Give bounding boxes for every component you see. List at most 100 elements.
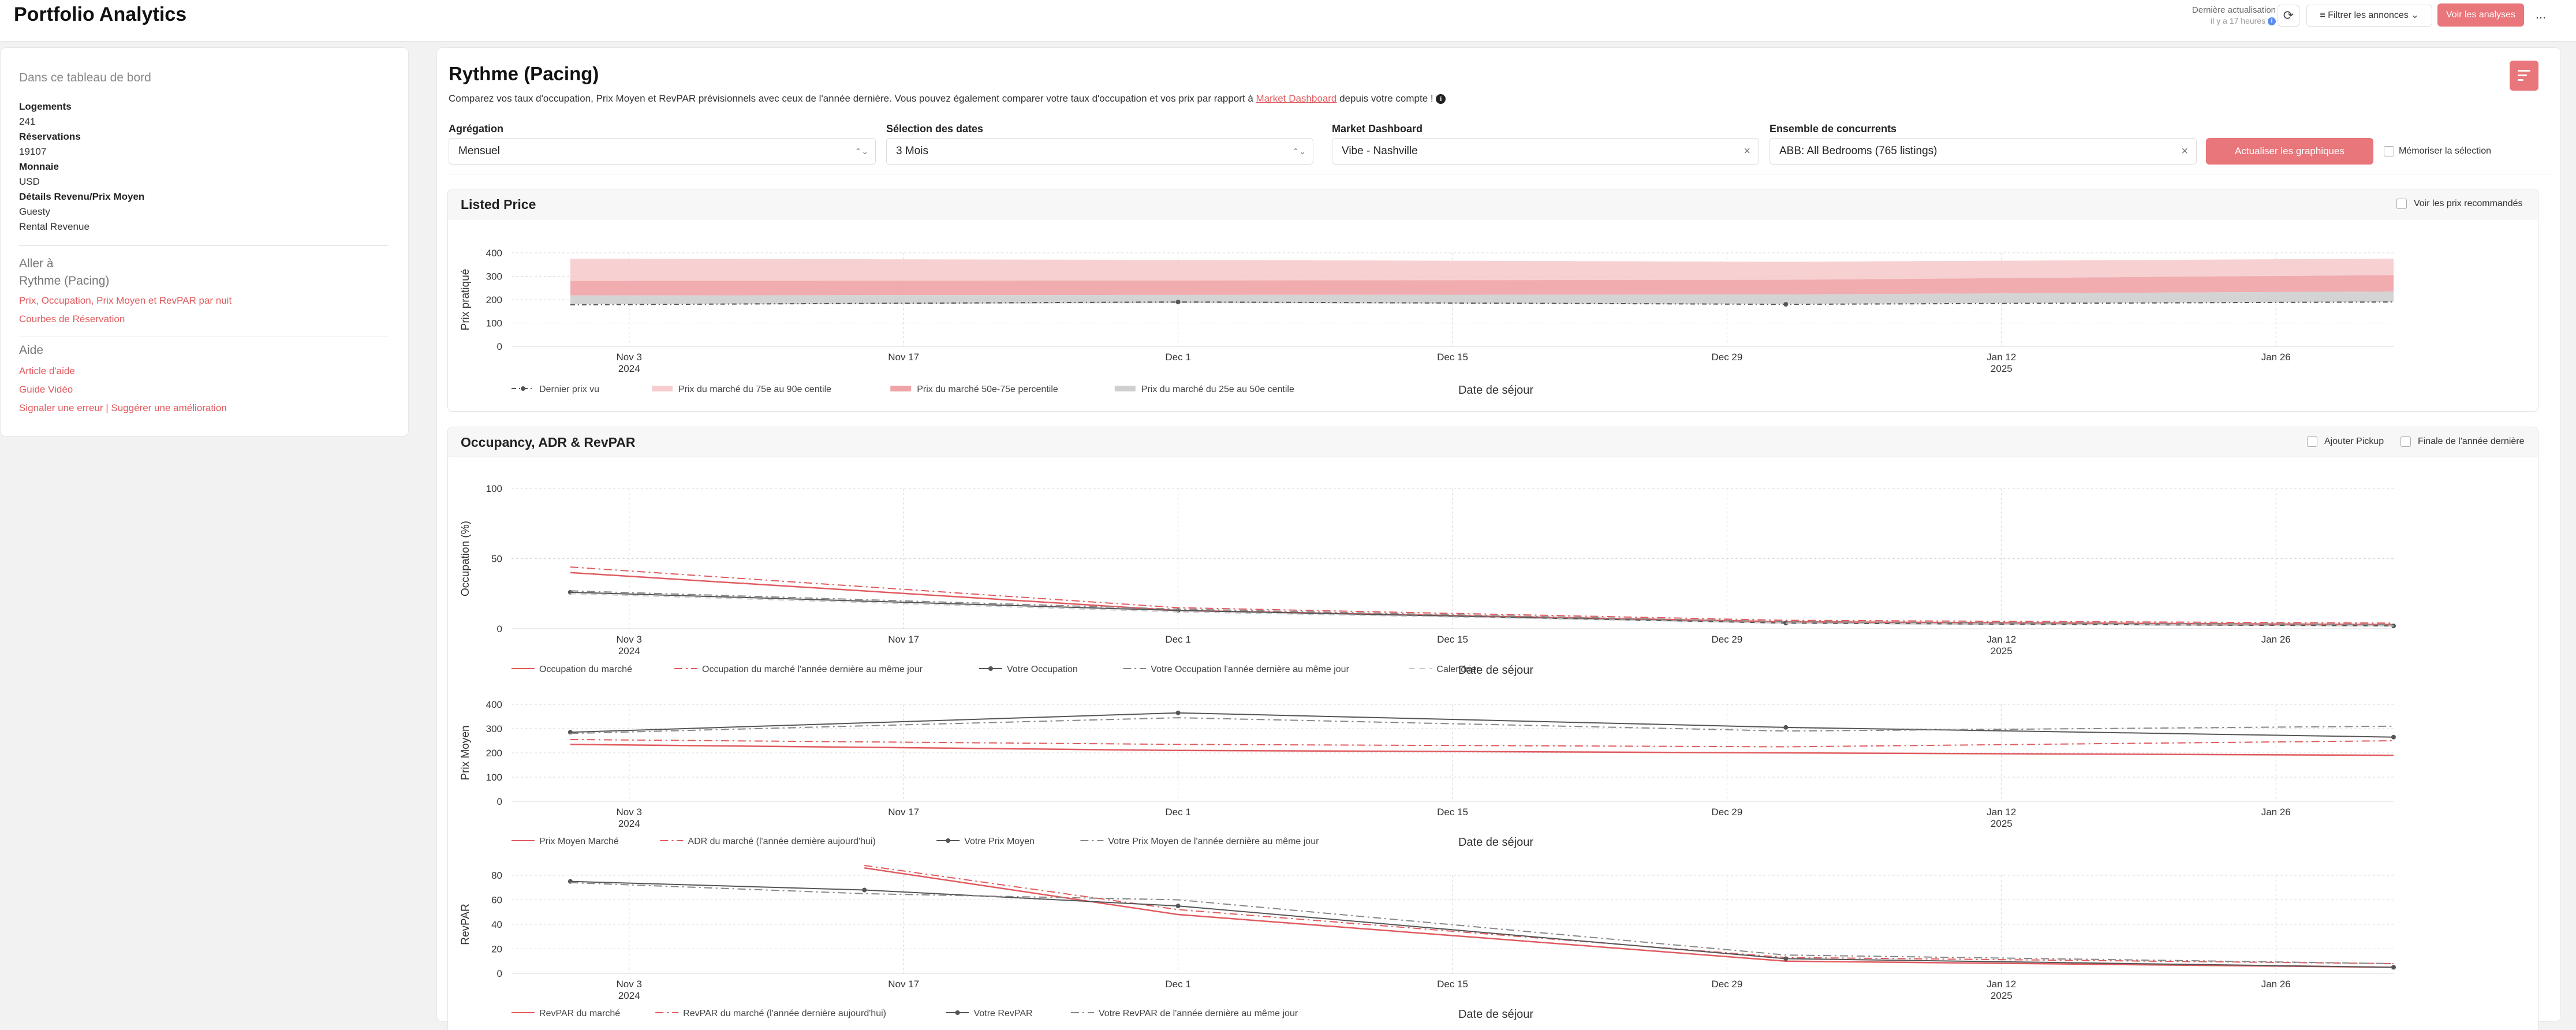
remember-selection-checkbox[interactable]: [2384, 146, 2394, 156]
legend-swatch: [652, 386, 673, 391]
description-text-end: depuis votre compte !: [1336, 93, 1436, 104]
x-axis-title: Date de séjour: [1458, 664, 1533, 677]
clear-icon[interactable]: ×: [1744, 145, 1750, 158]
refresh-button[interactable]: ⟳: [2278, 5, 2299, 27]
legend-marker: [946, 838, 951, 843]
data-point: [2391, 734, 2396, 740]
market-dashboard-label: Market Dashboard: [1332, 123, 1423, 135]
main-content: Rythme (Pacing) Comparez vos taux d'occu…: [436, 47, 2561, 1030]
x-tick-label: Jan 12: [1987, 807, 2016, 818]
y-tick-label: 100: [486, 772, 502, 783]
y-tick-label: 20: [491, 944, 502, 955]
remember-selection-label: Mémoriser la sélection: [2399, 146, 2492, 156]
panel-header: Occupancy, ADR & RevPAR Ajouter Pickup F…: [448, 427, 2538, 457]
data-point: [1175, 300, 1181, 305]
y-tick-label: 60: [491, 895, 502, 906]
x-tick-label: Dec 29: [1711, 807, 1742, 818]
last-year-final-label: Finale de l'année dernière: [2418, 436, 2525, 446]
help-heading: Aide: [19, 344, 44, 357]
currency-value: USD: [19, 176, 40, 187]
series-line: [570, 738, 2394, 748]
legend-swatch: [1114, 386, 1136, 391]
view-analyses-button[interactable]: Voir les analyses: [2437, 3, 2524, 27]
y-axis-title: Occupation (%): [460, 521, 472, 596]
y-tick-label: 200: [486, 294, 502, 305]
last-update-ago: il y a 17 heures: [2211, 16, 2266, 25]
goto-link-booking-curves[interactable]: Courbes de Réservation: [19, 314, 125, 324]
y-axis-title: RevPAR: [460, 904, 472, 945]
x-tick-label: Dec 1: [1165, 352, 1190, 363]
refresh-icon: ⟳: [2283, 8, 2294, 23]
occupancy-title: Occupancy, ADR & RevPAR: [461, 435, 636, 450]
price-band: [570, 259, 2394, 281]
legend-item: Votre Prix Moyen de l'année dernière au …: [1108, 837, 1319, 846]
legend-item: Prix du marché du 25e au 50e centile: [1141, 385, 1294, 394]
legend-item: Votre Prix Moyen: [964, 837, 1035, 846]
more-options-button[interactable]: ...: [2535, 7, 2547, 21]
price-band: [570, 275, 2394, 296]
info-icon[interactable]: i: [2268, 17, 2276, 26]
update-charts-button[interactable]: Actualiser les graphiques: [2206, 138, 2373, 165]
x-tick-label: Jan 26: [2261, 979, 2291, 990]
y-tick-label: 100: [486, 318, 502, 329]
data-point: [1175, 710, 1181, 715]
info-icon[interactable]: i: [1436, 94, 1446, 105]
sort-icon: [2518, 74, 2527, 76]
listings-label: Logements: [19, 101, 72, 112]
legend-item: RevPAR du marché: [539, 1009, 620, 1018]
clear-icon[interactable]: ×: [2181, 145, 2188, 158]
market-dashboard-link[interactable]: Market Dashboard: [1256, 93, 1337, 104]
chevron-down-icon: ⌄: [2411, 10, 2419, 20]
series-line: [570, 591, 2394, 627]
listed-price-panel: Listed Price Voir les prix recommandés 0…: [447, 189, 2538, 412]
series-line: [570, 882, 2394, 964]
sort-menu-button[interactable]: [2510, 61, 2538, 91]
data-point: [862, 887, 867, 893]
last-year-final-checkbox[interactable]: [2400, 436, 2411, 447]
x-tick-label: Dec 1: [1165, 634, 1190, 645]
date-selection-select[interactable]: 3 Mois ⌃⌄: [886, 138, 1313, 165]
competitor-set-label: Ensemble de concurrents: [1769, 123, 1897, 135]
filter-listings-button[interactable]: ≡ Filtrer les annonces ⌄: [2306, 5, 2432, 27]
aggregation-select[interactable]: Mensuel ⌃⌄: [449, 138, 876, 165]
competitor-set-select[interactable]: ABB: All Bedrooms (765 listings) ×: [1769, 138, 2197, 165]
series-line: [570, 566, 2394, 624]
report-error-link[interactable]: Signaler une erreur | Suggérer une améli…: [19, 402, 227, 413]
competitor-set-value: ABB: All Bedrooms (765 listings): [1779, 145, 1937, 157]
x-tick-label: Dec 1: [1165, 979, 1190, 990]
y-tick-label: 200: [486, 748, 502, 759]
add-pickup-label: Ajouter Pickup: [2324, 436, 2384, 446]
x-tick-year: 2024: [618, 363, 640, 374]
legend-item: RevPAR du marché (l'année dernière aujou…: [683, 1009, 886, 1018]
x-tick-label: Jan 12: [1987, 979, 2016, 990]
goto-link-nightly[interactable]: Prix, Occupation, Prix Moyen et RevPAR p…: [19, 295, 232, 306]
x-tick-label: Dec 15: [1437, 634, 1468, 645]
revenue-source: Guesty: [19, 206, 50, 217]
date-selection-value: 3 Mois: [896, 145, 928, 157]
x-axis-title: Date de séjour: [1458, 384, 1533, 397]
sort-icon: [2518, 70, 2530, 72]
legend-marker: [988, 666, 993, 671]
description-text: Comparez vos taux d'occupation, Prix Moy…: [449, 93, 1256, 104]
video-guide-link[interactable]: Guide Vidéo: [19, 384, 73, 395]
goto-current-section[interactable]: Rythme (Pacing): [19, 274, 110, 288]
y-tick-label: 300: [486, 271, 502, 282]
legend-swatch: [890, 386, 912, 391]
listings-value: 241: [19, 116, 36, 127]
x-tick-label: Nov 17: [888, 807, 919, 818]
add-pickup-checkbox[interactable]: [2307, 436, 2317, 447]
y-axis-title: Prix Moyen: [460, 725, 472, 780]
data-point: [1175, 904, 1181, 909]
x-tick-year: 2024: [618, 990, 640, 1001]
y-tick-label: 40: [491, 919, 502, 930]
goto-heading: Aller à: [19, 257, 54, 270]
x-tick-label: Jan 26: [2261, 807, 2291, 818]
recommended-prices-checkbox[interactable]: [2396, 199, 2407, 209]
market-dashboard-select[interactable]: Vibe - Nashville ×: [1332, 138, 1759, 165]
market-dashboard-value: Vibe - Nashville: [1342, 145, 1418, 157]
last-update-info: Dernière actualisation il y a 17 heures …: [2192, 5, 2276, 27]
help-article-link[interactable]: Article d'aide: [19, 365, 75, 376]
filter-label: Filtrer les annonces: [2328, 10, 2409, 20]
data-point: [1783, 302, 1789, 307]
